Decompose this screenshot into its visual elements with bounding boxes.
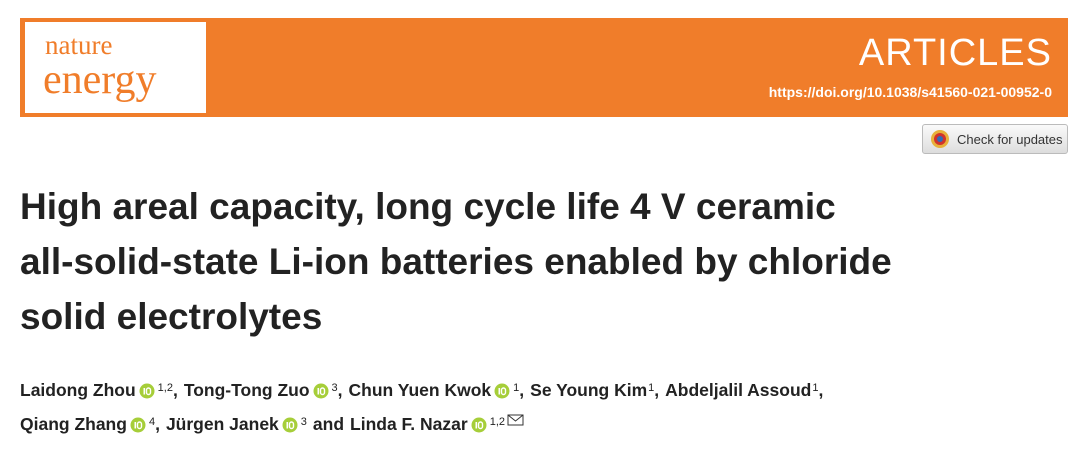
- affiliation: 3: [331, 381, 338, 394]
- journal-name-bottom: energy: [43, 57, 157, 103]
- email-icon[interactable]: [507, 414, 525, 428]
- affiliation: 1,2: [489, 415, 505, 428]
- affiliation: 1,2: [157, 381, 173, 394]
- author-separator: ,: [155, 414, 160, 434]
- author-name[interactable]: Chun Yuen Kwok: [348, 380, 492, 400]
- author-name[interactable]: Laidong Zhou: [20, 380, 136, 400]
- orcid-icon[interactable]: [494, 383, 510, 399]
- author-separator: ,: [519, 380, 525, 400]
- author-separator: ,: [172, 380, 178, 400]
- title-line: High areal capacity, long cycle life 4 V…: [20, 186, 836, 227]
- author-separator: ,: [818, 380, 824, 400]
- check-updates-button[interactable]: Check for updates: [922, 124, 1068, 154]
- author-name[interactable]: Qiang Zhang: [20, 414, 127, 434]
- author-name[interactable]: Tong-Tong Zuo: [183, 380, 310, 400]
- author-name[interactable]: Linda F. Nazar: [350, 414, 468, 434]
- affiliation: 3: [300, 415, 307, 428]
- orcid-icon[interactable]: [313, 383, 329, 399]
- section-label: ARTICLES: [858, 32, 1052, 74]
- journal-banner: nature energy ARTICLES https://doi.org/1…: [20, 18, 1068, 117]
- affiliation: 1: [812, 381, 819, 394]
- author-name[interactable]: Abdeljalil Assoud: [665, 380, 812, 400]
- author-line: Qiang Zhang 4, Jürgen Janek 3 and Linda F. Na…: [20, 414, 525, 435]
- journal-name-top: nature: [45, 30, 113, 60]
- affiliation: 4: [148, 415, 156, 428]
- orcid-icon[interactable]: [471, 417, 487, 433]
- author-separator: ,: [337, 380, 343, 400]
- title-line: all-solid-state Li-ion batteries enabled…: [20, 241, 892, 282]
- button-label: Check for updates: [957, 131, 1063, 147]
- author-name[interactable]: Jürgen Janek: [165, 414, 279, 434]
- orcid-icon[interactable]: [282, 417, 298, 433]
- affiliation: 1: [648, 381, 655, 394]
- doi-link[interactable]: https://doi.org/10.1038/s41560-021-00952…: [768, 84, 1052, 100]
- orcid-icon[interactable]: [130, 417, 146, 433]
- journal-logo: nature energy: [25, 22, 206, 113]
- author-line: Laidong Zhou 1,2, Tong-Tong Zuo 3, Chun Yuen…: [20, 380, 829, 401]
- update-icon: [931, 130, 949, 148]
- author-separator: ,: [654, 380, 660, 400]
- orcid-icon[interactable]: [139, 383, 155, 399]
- author-separator: and: [312, 414, 345, 434]
- author-name[interactable]: Se Young Kim: [530, 380, 648, 400]
- title-line: solid electrolytes: [20, 296, 323, 337]
- affiliation: 1: [513, 381, 520, 394]
